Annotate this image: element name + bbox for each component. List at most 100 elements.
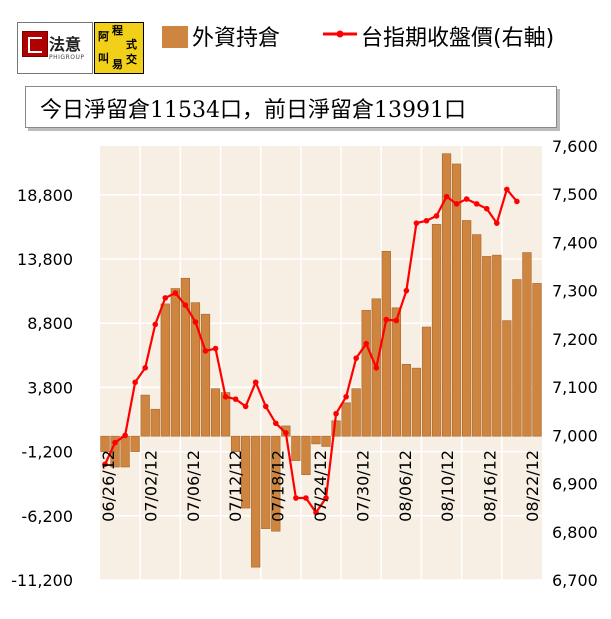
price-point	[122, 432, 128, 439]
position-bar	[230, 435, 241, 452]
position-bar	[321, 435, 331, 447]
logo2-char: 阿	[98, 30, 109, 43]
price-point	[252, 379, 259, 386]
position-bar	[170, 288, 180, 437]
position-bar	[100, 435, 110, 452]
position-bar	[441, 153, 452, 437]
x-axis-tick-label: 07/30/12	[353, 450, 372, 522]
position-bar	[391, 307, 401, 437]
left-axis-tick-label: -11,200	[11, 571, 73, 590]
price-point	[343, 393, 349, 400]
price-point	[413, 220, 420, 226]
price-point	[333, 410, 339, 417]
program-trading-logo: 阿 叫 程 式 交 易	[94, 22, 144, 74]
x-axis-tick-label: 08/22/12	[523, 450, 542, 522]
position-bar	[512, 279, 522, 437]
logo2-char: 交	[126, 53, 137, 66]
x-axis-tick-label: 07/06/12	[184, 450, 203, 522]
price-point	[514, 198, 520, 205]
logo2-char: 程	[112, 24, 123, 37]
price-point	[453, 201, 460, 207]
logo-name: 法意	[49, 35, 82, 54]
position-bar	[421, 326, 432, 437]
legend-bar-label: 外資持倉	[192, 26, 281, 51]
left-axis-tick-label: -1,200	[21, 443, 73, 462]
right-axis-tick-label: 7,600	[552, 137, 598, 156]
left-axis-tick-label: -6,200	[21, 507, 73, 526]
position-bar	[492, 254, 502, 437]
phigroup-logo: 法意 PHIGROUP	[17, 22, 93, 74]
position-bar	[261, 435, 271, 529]
price-point	[132, 379, 138, 386]
price-point	[222, 393, 229, 400]
x-axis-tick-label: 07/24/12	[311, 450, 330, 522]
x-axis-tick-label: 08/16/12	[481, 450, 500, 522]
position-summary-box: 今日淨留倉11534口，前日淨留倉13991口	[25, 86, 557, 128]
position-bar	[271, 435, 281, 532]
price-point	[463, 196, 470, 202]
price-point	[303, 495, 309, 501]
position-summary-text: 今日淨留倉11534口，前日淨留倉13991口	[40, 98, 466, 123]
logo2-char: 叫	[98, 52, 109, 65]
x-axis-tick-label: 07/02/12	[141, 450, 160, 522]
legend-bar-swatch	[162, 26, 188, 48]
price-point	[403, 287, 410, 294]
right-axis-tick-label: 6,700	[552, 571, 598, 590]
right-axis-tick-label: 7,100	[552, 378, 598, 397]
legend-line-label: 台指期收盤價(右軸)	[361, 26, 555, 51]
price-point	[232, 396, 239, 402]
position-bar	[120, 435, 130, 468]
price-point	[142, 365, 149, 371]
position-bar	[251, 435, 261, 568]
price-point	[353, 355, 359, 361]
price-point	[182, 302, 189, 308]
price-point	[323, 495, 329, 501]
left-axis-tick-label: 8,800	[27, 314, 73, 333]
price-point	[102, 461, 108, 468]
price-point	[262, 403, 269, 410]
right-axis-tick-label: 7,000	[552, 426, 598, 445]
position-bar	[190, 302, 201, 437]
position-bar	[160, 303, 170, 437]
position-bar	[150, 408, 160, 437]
logo-subtitle: PHIGROUP	[49, 54, 85, 61]
price-point	[363, 340, 370, 347]
price-point	[242, 403, 249, 410]
price-point	[493, 220, 500, 226]
x-axis-tick-label: 07/12/12	[226, 450, 245, 522]
position-bar	[311, 435, 321, 445]
price-point	[393, 317, 400, 324]
price-point	[383, 316, 390, 323]
price-point	[423, 217, 430, 224]
legend-line-swatch	[323, 30, 357, 38]
position-bar	[210, 388, 221, 437]
position-bar	[451, 163, 462, 437]
position-bar	[341, 402, 351, 437]
position-bar	[401, 363, 412, 437]
price-point	[212, 345, 219, 352]
price-point	[433, 213, 440, 219]
position-bar	[200, 313, 211, 437]
price-point	[152, 321, 159, 328]
position-bar	[140, 394, 150, 437]
position-bar	[482, 256, 492, 437]
price-point	[293, 495, 299, 501]
position-bar	[381, 250, 391, 437]
price-point	[313, 509, 319, 516]
price-point	[172, 290, 179, 296]
price-point	[283, 430, 289, 436]
x-axis-tick-label: 08/10/12	[438, 450, 457, 522]
price-point	[483, 205, 490, 212]
x-axis-tick-label: 07/18/12	[269, 450, 288, 522]
position-bar	[522, 252, 532, 437]
left-axis-tick-label: 13,800	[17, 250, 73, 269]
position-bar	[431, 224, 442, 437]
position-bar	[241, 435, 251, 509]
position-bar	[291, 435, 301, 461]
logo2-char: 式	[126, 38, 137, 51]
position-bar	[351, 388, 361, 437]
right-axis-tick-label: 7,400	[552, 233, 598, 252]
price-point	[373, 365, 380, 371]
price-point	[272, 420, 279, 427]
